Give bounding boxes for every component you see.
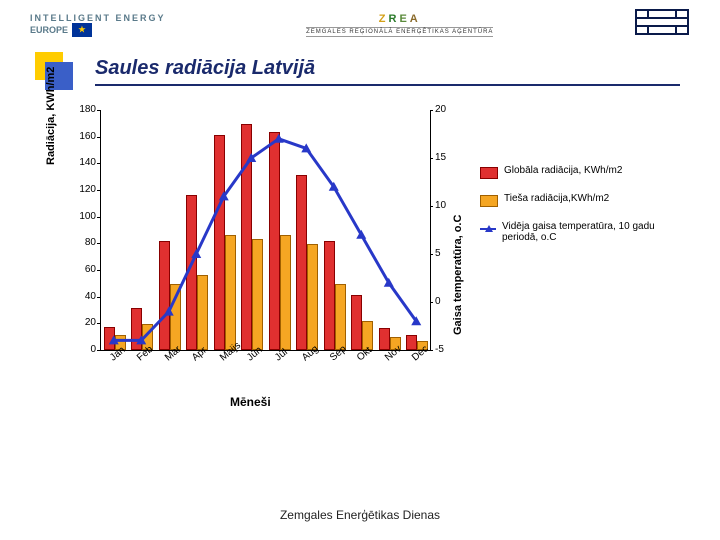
x-axis-title: Mēneši <box>230 395 271 409</box>
y1-tick: 120 <box>72 184 96 195</box>
y2-axis-label: Gaisa temperatūra, o.C <box>452 215 464 335</box>
legend-swatch-temp <box>480 223 496 235</box>
y2-tick: 15 <box>435 152 459 163</box>
logo-zrea: ZREA ZEMGALES REĢIONĀLĀ ENERĢĒTIKAS AĢEN… <box>306 13 493 37</box>
eu-flag-icon: ★ <box>72 23 92 37</box>
y2-tick: 10 <box>435 200 459 211</box>
legend-swatch-global <box>480 167 498 179</box>
y1-tick: 100 <box>72 211 96 222</box>
zrea-sub: ZEMGALES REĢIONĀLĀ ENERĢĒTIKAS AĢENTŪRA <box>306 27 493 37</box>
y1-tick: 40 <box>72 291 96 302</box>
y2-tick: 0 <box>435 296 459 307</box>
footer-text: Zemgales Enerģētikas Dienas <box>0 508 720 522</box>
logo-line2: EUROPE <box>30 25 68 35</box>
y1-tick: 160 <box>72 131 96 142</box>
legend: Globāla radiācija, KWh/m2 Tieša radiācij… <box>480 165 680 257</box>
legend-text-global: Globāla radiācija, KWh/m2 <box>504 165 622 176</box>
page-title: Saules radiācija Latvijā <box>95 57 720 80</box>
logo-line1: INTELLIGENT ENERGY <box>30 13 166 23</box>
y1-tick: 80 <box>72 237 96 248</box>
y1-tick: 20 <box>72 317 96 328</box>
y1-tick: 60 <box>72 264 96 275</box>
legend-item-direct: Tieša radiācija,KWh/m2 <box>480 193 680 207</box>
y1-tick: 0 <box>72 344 96 355</box>
legend-item-temp: Vidēja gaisa temperatūra, 10 gadu period… <box>480 221 680 243</box>
y1-tick: 180 <box>72 104 96 115</box>
title-underline <box>95 84 680 86</box>
legend-text-direct: Tieša radiācija,KWh/m2 <box>504 193 609 204</box>
y1-axis-label: Radiācija, KWh/m2 <box>45 67 57 165</box>
logo-intelligent-energy: INTELLIGENT ENERGY EUROPE ★ <box>30 13 166 37</box>
legend-text-temp: Vidēja gaisa temperatūra, 10 gadu period… <box>502 221 680 243</box>
chart: Radiācija, KWh/m2 Gaisa temperatūra, o.C… <box>40 105 680 435</box>
temperature-line <box>100 110 430 350</box>
y2-tick: -5 <box>435 344 459 355</box>
legend-item-global: Globāla radiācija, KWh/m2 <box>480 165 680 179</box>
logo-fei <box>634 8 690 41</box>
y2-tick: 5 <box>435 248 459 259</box>
y1-tick: 140 <box>72 157 96 168</box>
header-logos: INTELLIGENT ENERGY EUROPE ★ ZREA ZEMGALE… <box>0 0 720 45</box>
y2-axis-line <box>430 110 431 350</box>
y2-tick: 20 <box>435 104 459 115</box>
zrea-letters: ZREA <box>306 13 493 25</box>
title-block: Saules radiācija Latvijā <box>40 57 720 80</box>
legend-swatch-direct <box>480 195 498 207</box>
